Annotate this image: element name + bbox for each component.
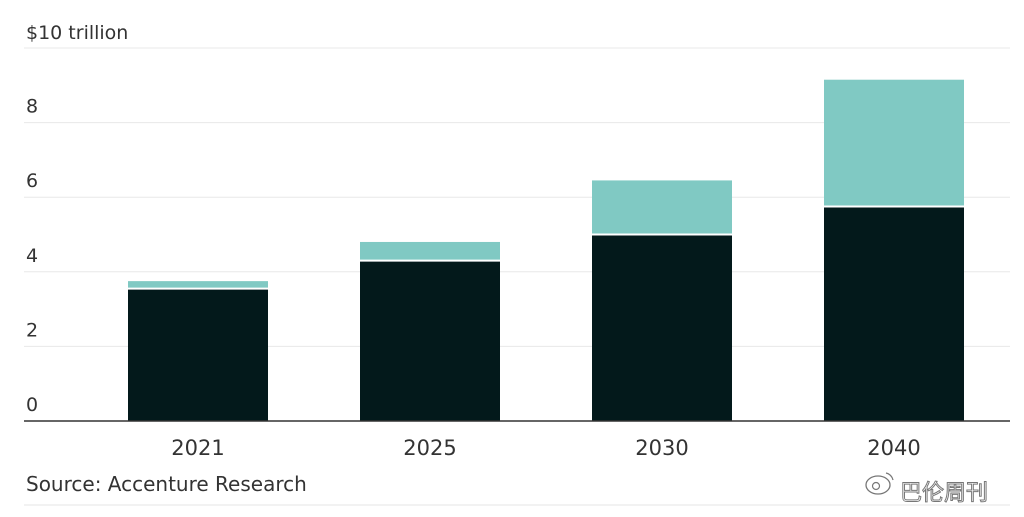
x-tick-label: 2025 [403,436,456,460]
x-tick-label: 2040 [867,436,920,460]
bar-segment-2025-1 [360,241,500,261]
watermark: 巴伦周刊 [865,472,989,507]
x-tick-label: 2030 [635,436,688,460]
bar-segment-2021-1 [128,281,268,289]
y-tick-label: 4 [26,245,38,267]
bar-segment-2040-0 [824,206,964,421]
x-tick-label: 2021 [171,436,224,460]
weibo-icon [865,472,894,495]
bar-segment-2040-1 [824,79,964,207]
bar-segment-2021-0 [128,288,268,421]
y-tick-label: 6 [26,170,38,192]
y-tick-labels: 0 2 4 6 8 [26,96,38,416]
source-note: Source: Accenture Research [26,472,307,496]
bar-segment-2030-1 [592,180,732,235]
y-tick-label: 8 [26,96,38,118]
y-tick-label: 2 [26,319,38,341]
y-tick-label: 0 [26,394,38,416]
watermark-text: 巴伦周刊 [900,481,988,506]
x-tick-labels: 2021 2025 2030 2040 [171,436,920,460]
bar-segment-2030-0 [592,234,732,421]
bar-segment-2025-0 [360,260,500,421]
bars [128,79,964,421]
y-axis-unit-label: $10 trillion [26,22,128,44]
